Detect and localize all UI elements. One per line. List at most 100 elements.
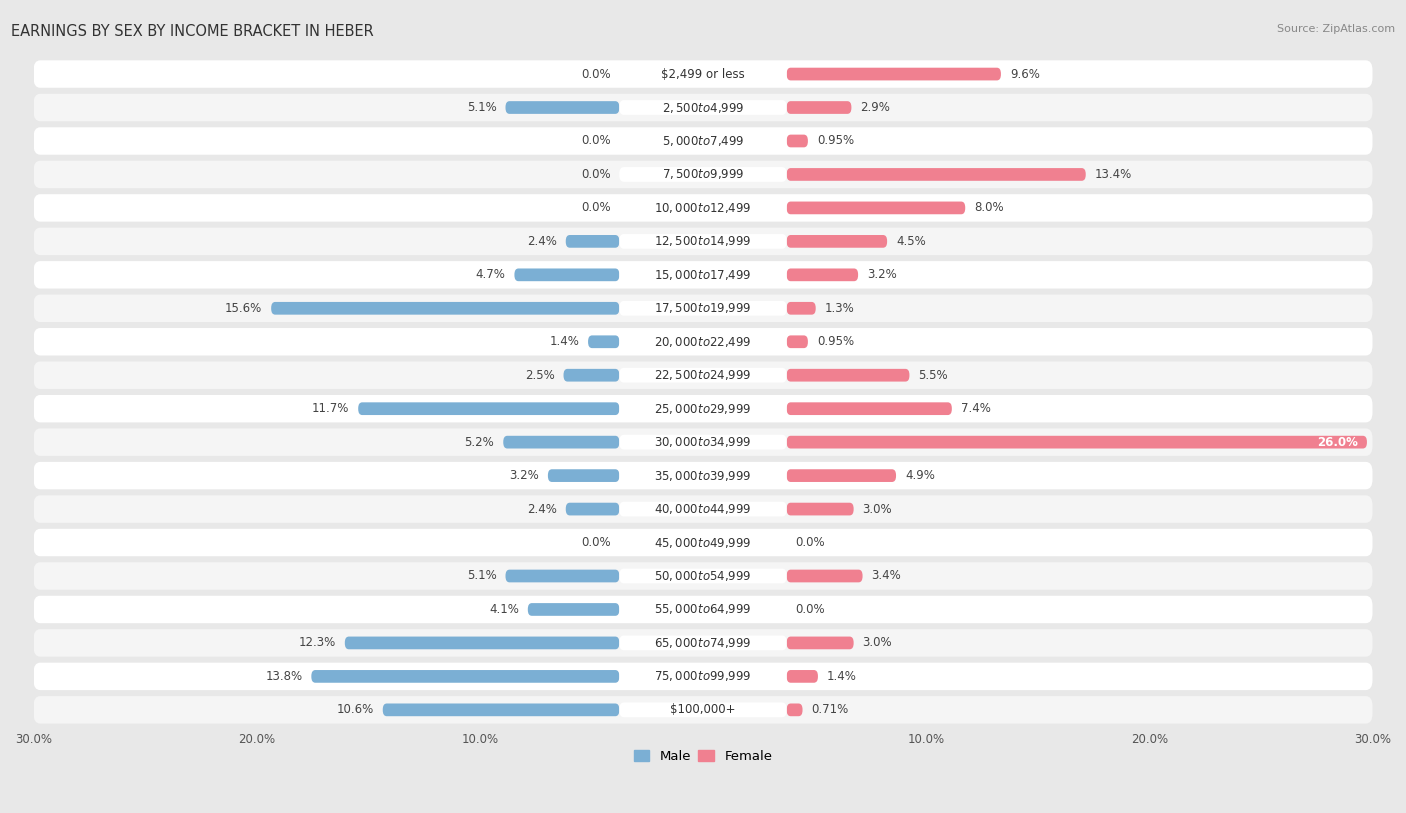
FancyBboxPatch shape — [787, 336, 808, 348]
Text: 0.95%: 0.95% — [817, 134, 853, 147]
FancyBboxPatch shape — [787, 268, 858, 281]
FancyBboxPatch shape — [34, 629, 1372, 657]
Legend: Male, Female: Male, Female — [628, 746, 778, 769]
Text: $55,000 to $64,999: $55,000 to $64,999 — [654, 602, 752, 616]
Text: 4.7%: 4.7% — [475, 268, 506, 281]
FancyBboxPatch shape — [787, 570, 862, 582]
FancyBboxPatch shape — [619, 234, 787, 249]
FancyBboxPatch shape — [619, 133, 787, 148]
FancyBboxPatch shape — [565, 502, 619, 515]
FancyBboxPatch shape — [787, 202, 966, 215]
FancyBboxPatch shape — [34, 128, 1372, 154]
FancyBboxPatch shape — [359, 402, 619, 415]
Text: 0.0%: 0.0% — [796, 536, 825, 549]
FancyBboxPatch shape — [787, 168, 1085, 180]
FancyBboxPatch shape — [34, 294, 1372, 322]
FancyBboxPatch shape — [787, 67, 1001, 80]
FancyBboxPatch shape — [271, 302, 619, 315]
FancyBboxPatch shape — [619, 702, 787, 717]
Text: 3.0%: 3.0% — [862, 502, 893, 515]
Text: 0.71%: 0.71% — [811, 703, 849, 716]
Text: 1.4%: 1.4% — [550, 335, 579, 348]
Text: 1.4%: 1.4% — [827, 670, 856, 683]
Text: 13.4%: 13.4% — [1095, 168, 1132, 181]
Text: $75,000 to $99,999: $75,000 to $99,999 — [654, 669, 752, 684]
Text: $2,499 or less: $2,499 or less — [661, 67, 745, 80]
Text: $2,500 to $4,999: $2,500 to $4,999 — [662, 101, 744, 115]
Text: $17,500 to $19,999: $17,500 to $19,999 — [654, 302, 752, 315]
FancyBboxPatch shape — [787, 436, 1367, 449]
FancyBboxPatch shape — [619, 367, 787, 383]
Text: 0.0%: 0.0% — [581, 536, 610, 549]
FancyBboxPatch shape — [619, 535, 787, 550]
FancyBboxPatch shape — [619, 402, 787, 416]
FancyBboxPatch shape — [344, 637, 619, 650]
Text: $35,000 to $39,999: $35,000 to $39,999 — [654, 468, 752, 483]
Text: 2.5%: 2.5% — [524, 369, 554, 382]
FancyBboxPatch shape — [787, 469, 896, 482]
FancyBboxPatch shape — [34, 528, 1372, 556]
FancyBboxPatch shape — [34, 462, 1372, 489]
Text: 3.2%: 3.2% — [868, 268, 897, 281]
FancyBboxPatch shape — [34, 395, 1372, 423]
Text: 4.9%: 4.9% — [905, 469, 935, 482]
Text: 0.0%: 0.0% — [581, 202, 610, 215]
Text: 5.1%: 5.1% — [467, 569, 496, 582]
FancyBboxPatch shape — [506, 570, 619, 582]
FancyBboxPatch shape — [619, 267, 787, 282]
FancyBboxPatch shape — [787, 235, 887, 248]
Text: $50,000 to $54,999: $50,000 to $54,999 — [654, 569, 752, 583]
Text: EARNINGS BY SEX BY INCOME BRACKET IN HEBER: EARNINGS BY SEX BY INCOME BRACKET IN HEB… — [11, 24, 374, 39]
FancyBboxPatch shape — [34, 563, 1372, 589]
FancyBboxPatch shape — [34, 495, 1372, 523]
FancyBboxPatch shape — [34, 93, 1372, 121]
Text: 0.0%: 0.0% — [796, 603, 825, 616]
Text: $7,500 to $9,999: $7,500 to $9,999 — [662, 167, 744, 181]
Text: 8.0%: 8.0% — [974, 202, 1004, 215]
Text: $5,000 to $7,499: $5,000 to $7,499 — [662, 134, 744, 148]
FancyBboxPatch shape — [34, 696, 1372, 724]
Text: $22,500 to $24,999: $22,500 to $24,999 — [654, 368, 752, 382]
Text: 2.4%: 2.4% — [527, 502, 557, 515]
FancyBboxPatch shape — [619, 201, 787, 215]
Text: 3.0%: 3.0% — [862, 637, 893, 650]
Text: $15,000 to $17,499: $15,000 to $17,499 — [654, 267, 752, 282]
FancyBboxPatch shape — [34, 362, 1372, 389]
Text: 3.4%: 3.4% — [872, 569, 901, 582]
Text: 3.2%: 3.2% — [509, 469, 538, 482]
FancyBboxPatch shape — [311, 670, 619, 683]
Text: 26.0%: 26.0% — [1317, 436, 1358, 449]
FancyBboxPatch shape — [34, 428, 1372, 456]
FancyBboxPatch shape — [548, 469, 619, 482]
FancyBboxPatch shape — [787, 637, 853, 650]
FancyBboxPatch shape — [619, 67, 787, 81]
FancyBboxPatch shape — [787, 502, 853, 515]
FancyBboxPatch shape — [787, 101, 852, 114]
Text: 5.1%: 5.1% — [467, 101, 496, 114]
Text: $10,000 to $12,499: $10,000 to $12,499 — [654, 201, 752, 215]
FancyBboxPatch shape — [34, 60, 1372, 88]
Text: 0.95%: 0.95% — [817, 335, 853, 348]
FancyBboxPatch shape — [619, 502, 787, 516]
Text: $20,000 to $22,499: $20,000 to $22,499 — [654, 335, 752, 349]
FancyBboxPatch shape — [787, 670, 818, 683]
Text: 15.6%: 15.6% — [225, 302, 263, 315]
Text: $100,000+: $100,000+ — [671, 703, 735, 716]
Text: 10.6%: 10.6% — [336, 703, 374, 716]
Text: Source: ZipAtlas.com: Source: ZipAtlas.com — [1277, 24, 1395, 34]
FancyBboxPatch shape — [619, 334, 787, 349]
Text: 4.1%: 4.1% — [489, 603, 519, 616]
FancyBboxPatch shape — [787, 302, 815, 315]
FancyBboxPatch shape — [619, 636, 787, 650]
Text: 12.3%: 12.3% — [298, 637, 336, 650]
Text: 9.6%: 9.6% — [1010, 67, 1039, 80]
FancyBboxPatch shape — [506, 101, 619, 114]
Text: $30,000 to $34,999: $30,000 to $34,999 — [654, 435, 752, 449]
Text: 0.0%: 0.0% — [581, 168, 610, 181]
Text: 13.8%: 13.8% — [266, 670, 302, 683]
FancyBboxPatch shape — [382, 703, 619, 716]
FancyBboxPatch shape — [619, 602, 787, 617]
FancyBboxPatch shape — [565, 235, 619, 248]
FancyBboxPatch shape — [619, 468, 787, 483]
Text: 0.0%: 0.0% — [581, 134, 610, 147]
